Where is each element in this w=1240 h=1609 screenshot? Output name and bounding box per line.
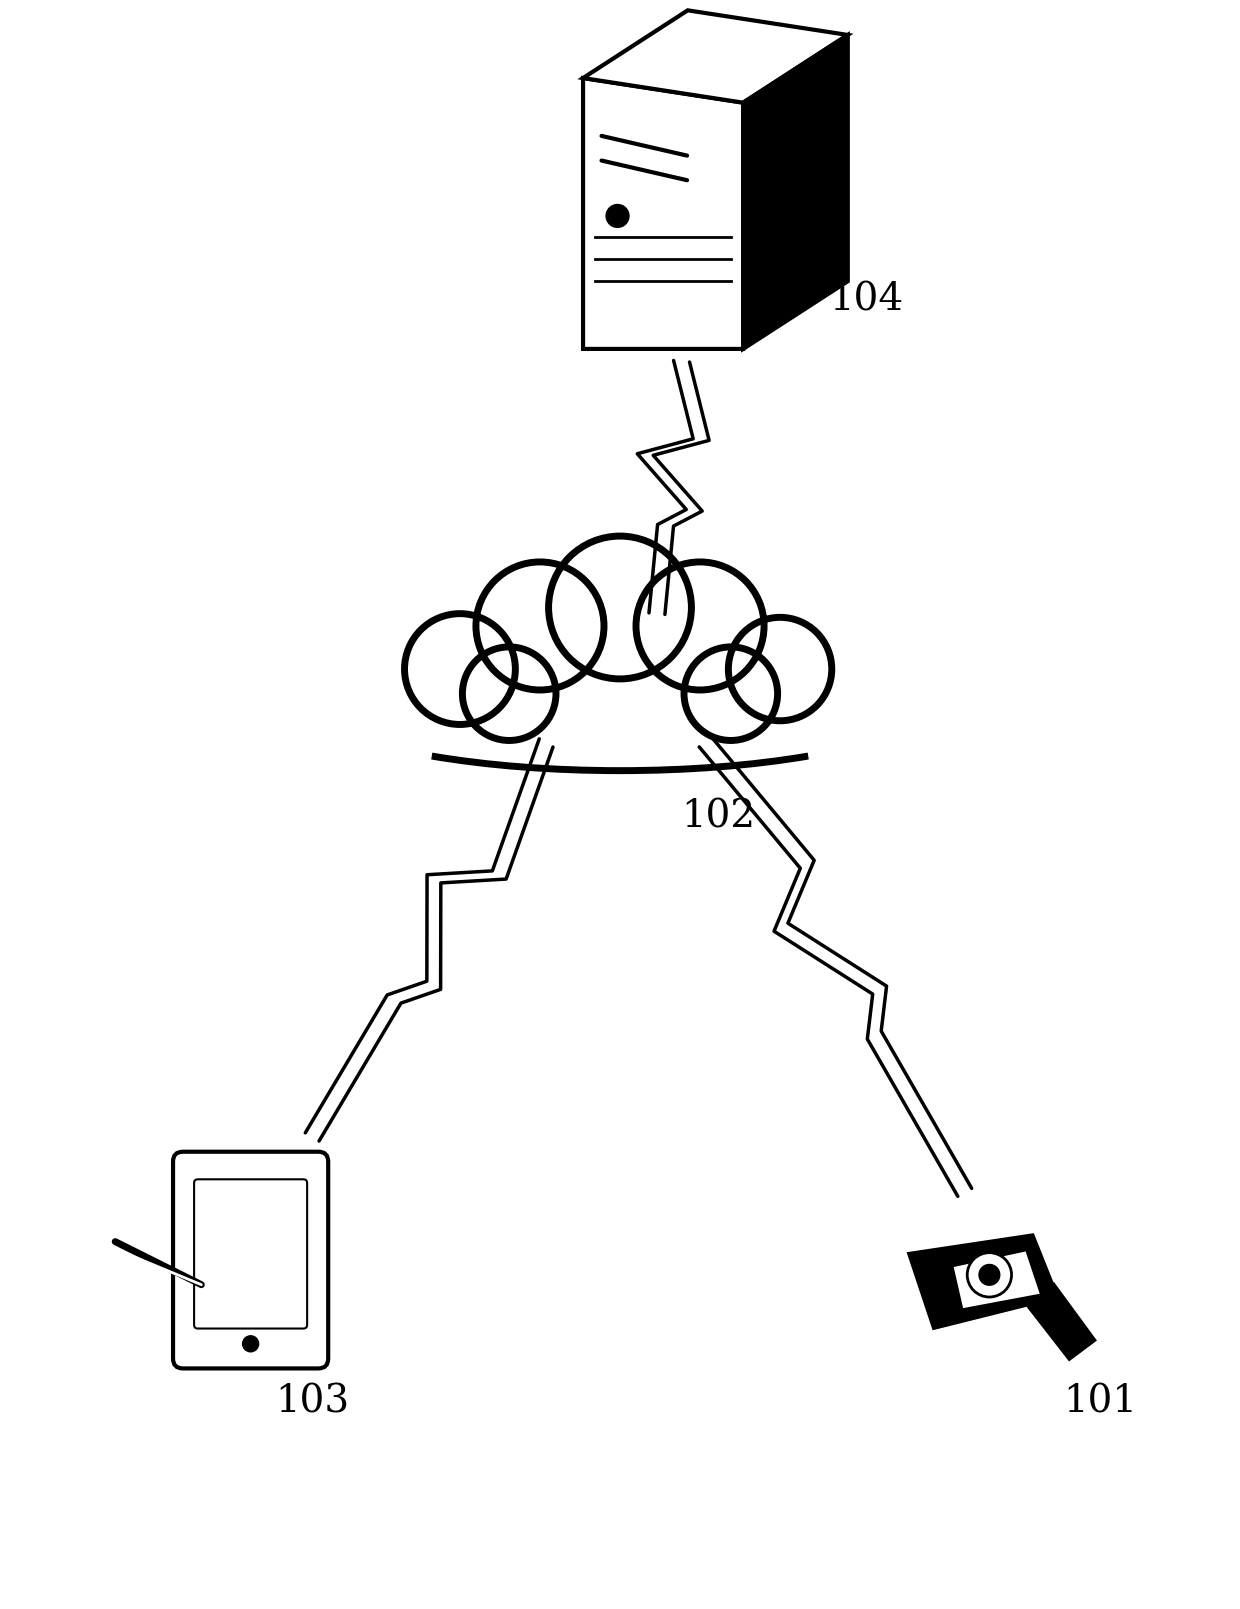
Polygon shape [743, 35, 848, 349]
Circle shape [548, 536, 692, 679]
Text: 103: 103 [275, 1384, 350, 1421]
Ellipse shape [288, 605, 952, 771]
Polygon shape [583, 79, 743, 349]
Circle shape [404, 613, 516, 724]
Polygon shape [1027, 1284, 1094, 1358]
Text: 104: 104 [830, 282, 904, 319]
Text: 102: 102 [682, 798, 755, 835]
Circle shape [978, 1263, 1001, 1286]
FancyBboxPatch shape [195, 1179, 308, 1329]
FancyBboxPatch shape [174, 1152, 329, 1368]
Polygon shape [909, 1236, 1058, 1327]
Polygon shape [583, 10, 848, 103]
Circle shape [967, 1253, 1012, 1297]
Circle shape [636, 562, 764, 690]
Text: 101: 101 [1063, 1384, 1137, 1421]
Circle shape [606, 204, 629, 227]
Circle shape [476, 562, 604, 690]
Circle shape [728, 618, 832, 721]
Circle shape [463, 647, 556, 740]
Circle shape [243, 1335, 259, 1352]
Polygon shape [952, 1250, 1042, 1310]
Circle shape [684, 647, 777, 740]
